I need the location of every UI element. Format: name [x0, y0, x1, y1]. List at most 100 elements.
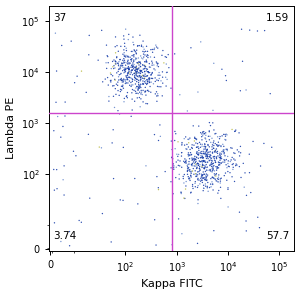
Point [156, 64, 161, 69]
Point [194, 137, 199, 142]
Point [155, 94, 160, 98]
Point [187, 162, 191, 166]
Point [177, 92, 182, 97]
Point [193, 157, 198, 161]
Point [136, 71, 141, 75]
Point [216, 165, 221, 170]
Point [117, 67, 122, 71]
Point [216, 173, 221, 177]
Point [134, 86, 138, 90]
Point [179, 142, 184, 147]
Point [114, 82, 119, 86]
Point [220, 150, 225, 154]
Point [116, 78, 121, 82]
Point [122, 58, 127, 63]
Point [121, 86, 126, 91]
Point [222, 150, 226, 155]
Point [124, 53, 128, 58]
Point [208, 163, 213, 167]
Point [193, 164, 197, 168]
Point [141, 67, 146, 71]
Point [121, 60, 126, 64]
Point [86, 132, 91, 137]
Point [138, 60, 142, 65]
Point [255, 29, 260, 33]
Point [121, 78, 125, 83]
Point [189, 175, 194, 179]
Point [144, 68, 149, 73]
Point [200, 175, 205, 179]
Point [145, 78, 149, 82]
Point [207, 120, 212, 125]
Point [215, 151, 220, 156]
Point [136, 78, 141, 83]
Point [186, 137, 190, 142]
Point [118, 87, 123, 92]
Point [146, 53, 150, 58]
Point [141, 99, 146, 104]
Point [132, 53, 136, 57]
Point [247, 170, 252, 175]
Point [114, 55, 119, 60]
Point [204, 176, 208, 180]
Point [143, 89, 148, 94]
Point [139, 69, 143, 74]
Point [154, 94, 159, 98]
Point [231, 150, 236, 155]
Point [128, 57, 133, 62]
Point [216, 177, 221, 182]
Point [228, 145, 233, 150]
Point [155, 62, 160, 66]
Point [138, 78, 143, 82]
Point [112, 63, 116, 68]
Point [204, 162, 208, 167]
Point [218, 163, 222, 167]
Point [189, 171, 194, 176]
Point [134, 56, 139, 61]
Point [203, 164, 208, 168]
Point [213, 174, 218, 178]
Point [196, 161, 201, 166]
Point [122, 71, 126, 75]
Point [262, 141, 266, 146]
Point [133, 57, 138, 62]
Point [155, 46, 160, 50]
Point [138, 64, 143, 69]
Point [147, 61, 152, 66]
Point [125, 59, 130, 64]
Point [126, 71, 131, 75]
Point [188, 169, 193, 174]
Point [181, 176, 186, 181]
Point [106, 83, 111, 87]
Point [131, 55, 136, 59]
Point [131, 59, 136, 64]
Point [215, 191, 220, 196]
Point [209, 184, 214, 189]
Point [127, 67, 131, 72]
Point [203, 169, 208, 174]
Point [142, 59, 147, 64]
Point [129, 114, 134, 119]
Point [211, 155, 216, 159]
Point [200, 172, 205, 177]
Point [118, 66, 123, 71]
Point [122, 61, 126, 65]
Point [152, 46, 157, 50]
Point [124, 75, 129, 79]
Point [186, 145, 191, 149]
Point [212, 176, 217, 181]
Point [142, 79, 147, 84]
Point [204, 152, 209, 157]
Point [183, 159, 188, 164]
Point [224, 132, 229, 137]
Point [201, 155, 206, 160]
Point [233, 163, 238, 168]
Point [190, 186, 195, 191]
Point [130, 40, 135, 45]
Point [214, 143, 219, 148]
Point [117, 57, 122, 62]
Point [201, 151, 206, 156]
Point [108, 78, 113, 83]
Point [200, 137, 204, 142]
Point [200, 159, 204, 164]
